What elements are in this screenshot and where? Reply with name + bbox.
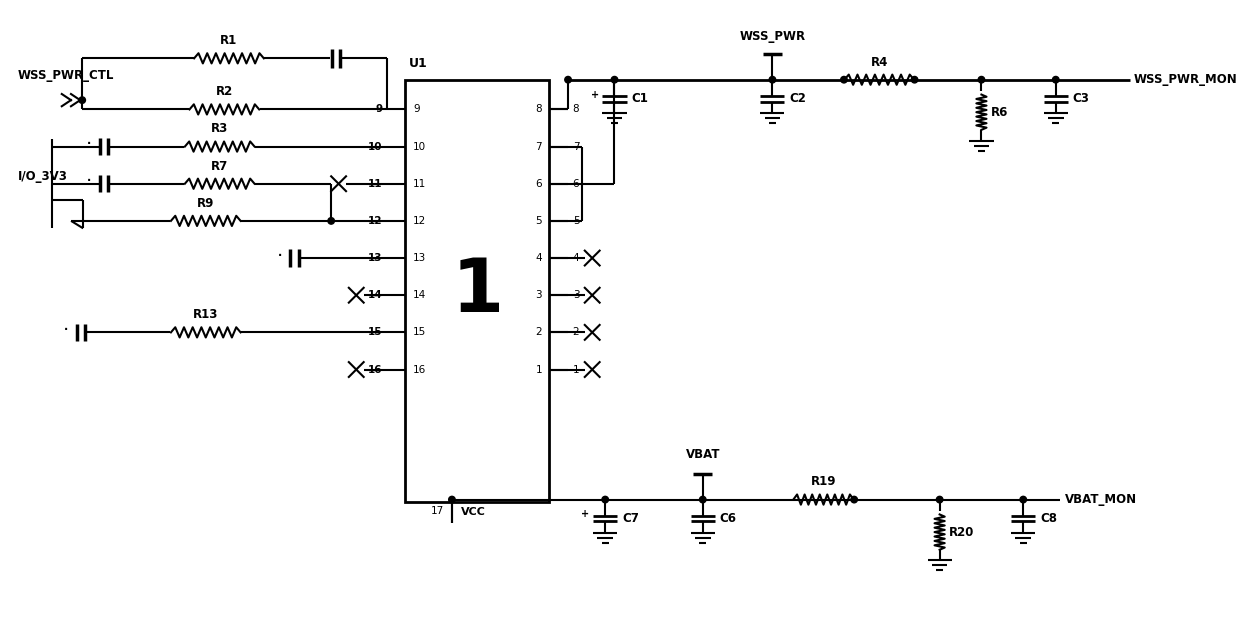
Text: I/O_3V3: I/O_3V3: [19, 170, 68, 183]
Text: C3: C3: [1073, 92, 1089, 104]
Text: 7: 7: [535, 142, 541, 152]
Text: 16: 16: [368, 364, 383, 374]
Text: 1: 1: [572, 364, 580, 374]
Text: 17: 17: [431, 506, 445, 516]
Text: R7: R7: [211, 160, 228, 172]
Circle shape: [602, 496, 608, 503]
Text: ·: ·: [63, 321, 69, 340]
Circle shape: [565, 77, 571, 83]
Text: R13: R13: [193, 309, 218, 321]
Text: 7: 7: [572, 142, 580, 152]
Text: 11: 11: [368, 179, 383, 188]
Text: C7: C7: [622, 512, 639, 524]
Text: ·: ·: [87, 135, 93, 154]
Text: 3: 3: [572, 290, 580, 300]
Circle shape: [937, 496, 943, 503]
Text: 11: 11: [413, 179, 426, 188]
Text: 16: 16: [413, 364, 426, 374]
Circle shape: [912, 77, 918, 83]
Text: 15: 15: [368, 327, 383, 337]
Text: VBAT: VBAT: [685, 448, 720, 460]
Circle shape: [79, 97, 85, 103]
Text: C6: C6: [720, 512, 736, 524]
Circle shape: [978, 77, 985, 83]
Text: R6: R6: [991, 106, 1009, 119]
Text: R1: R1: [221, 34, 238, 47]
Text: 5: 5: [572, 216, 580, 226]
Text: 6: 6: [535, 179, 541, 188]
Text: C2: C2: [789, 92, 807, 104]
Circle shape: [611, 77, 618, 83]
Text: 2: 2: [572, 327, 580, 337]
Text: 1: 1: [451, 254, 503, 328]
Text: 2: 2: [535, 327, 541, 337]
Circle shape: [328, 218, 335, 224]
Text: 14: 14: [368, 290, 383, 300]
Text: ·: ·: [276, 247, 282, 266]
Bar: [405, 80, 549, 503]
Circle shape: [449, 496, 455, 503]
Circle shape: [700, 496, 706, 503]
Text: 12: 12: [368, 216, 383, 226]
Text: 8: 8: [572, 104, 580, 114]
Text: C1: C1: [631, 92, 648, 104]
Text: 13: 13: [413, 253, 426, 263]
Text: VCC: VCC: [461, 507, 486, 517]
Text: R9: R9: [197, 197, 214, 210]
Text: 14: 14: [413, 290, 426, 300]
Text: R20: R20: [949, 526, 974, 539]
Text: 6: 6: [572, 179, 580, 188]
Circle shape: [841, 77, 847, 83]
Circle shape: [769, 77, 776, 83]
Text: VBAT_MON: VBAT_MON: [1066, 493, 1137, 506]
Text: WSS_PWR_CTL: WSS_PWR_CTL: [19, 68, 114, 81]
Circle shape: [851, 496, 857, 503]
Circle shape: [1020, 496, 1026, 503]
Text: 13: 13: [368, 253, 383, 263]
Text: 3: 3: [535, 290, 541, 300]
Text: 5: 5: [535, 216, 541, 226]
Text: 10: 10: [368, 142, 383, 152]
Text: R2: R2: [216, 85, 233, 98]
Text: 9: 9: [413, 104, 420, 114]
Text: U1: U1: [409, 57, 427, 70]
Text: R19: R19: [810, 475, 836, 488]
Text: 1: 1: [535, 364, 541, 374]
Text: 12: 12: [413, 216, 426, 226]
Text: 8: 8: [535, 104, 541, 114]
Text: +: +: [581, 509, 590, 519]
Text: 10: 10: [413, 142, 426, 152]
Circle shape: [1052, 77, 1059, 83]
Text: 9: 9: [375, 104, 383, 114]
Text: R4: R4: [871, 55, 888, 68]
Text: WSS_PWR: WSS_PWR: [740, 29, 805, 42]
Text: ·: ·: [87, 172, 93, 192]
Text: R3: R3: [211, 123, 228, 136]
Text: 15: 15: [413, 327, 426, 337]
Text: C8: C8: [1040, 512, 1057, 524]
Text: +: +: [591, 90, 598, 100]
Text: WSS_PWR_MON: WSS_PWR_MON: [1134, 73, 1238, 86]
Text: 4: 4: [572, 253, 580, 263]
Text: 4: 4: [535, 253, 541, 263]
